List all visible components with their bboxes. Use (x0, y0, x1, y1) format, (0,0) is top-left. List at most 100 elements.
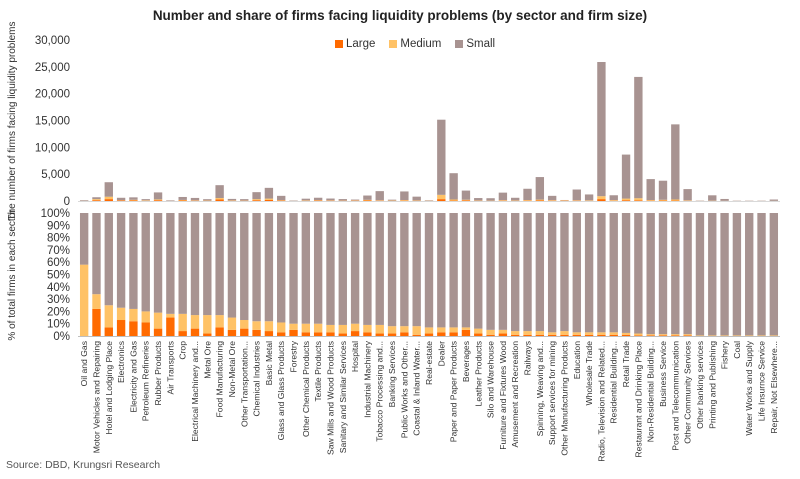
share-bar-medium (264, 321, 274, 332)
count-bar-small (634, 76, 643, 199)
x-tick-label: Post and Telecommunication (670, 341, 680, 451)
x-tick-label: Motor Vehicles and Repairing (91, 341, 101, 453)
legend-label-medium: Medium (400, 38, 442, 50)
count-bar-small (769, 199, 779, 201)
share-bar-small (338, 213, 347, 325)
share-bar-large (350, 331, 360, 336)
share-bar-small (277, 213, 286, 323)
share-bar-small (227, 213, 237, 318)
x-tick-label: Fishery (720, 340, 730, 369)
bottom-y-tick-label: 100% (41, 208, 70, 220)
top-y-axis-label: The number of firms facing liquidity pro… (7, 22, 18, 221)
x-tick-label: Metal Ore (202, 341, 212, 379)
count-bar-small (215, 185, 224, 199)
share-bar-small (313, 213, 323, 324)
count-bar-small (129, 197, 138, 200)
share-bar-medium (732, 335, 742, 336)
count-bar-medium (363, 199, 372, 201)
count-bar-small (658, 180, 668, 200)
top-y-tick-label: 30,000 (35, 35, 70, 47)
top-y-tick-label: 20,000 (35, 89, 70, 101)
share-bar-medium (572, 332, 581, 335)
share-bar-small (116, 213, 126, 308)
count-bar-large (363, 200, 372, 201)
share-bar-small (79, 213, 89, 265)
count-bar-medium (658, 199, 668, 201)
share-bar-medium (252, 321, 261, 330)
share-bar-medium (277, 322, 286, 333)
x-tick-label: Glass and Glass Products (276, 341, 286, 440)
share-bar-large (141, 322, 150, 336)
count-bar-large (92, 200, 101, 201)
share-bar-small (449, 213, 458, 328)
share-bar-small (375, 213, 384, 325)
count-bar-large (437, 199, 446, 201)
top-y-tick-label: 5,000 (41, 169, 70, 181)
x-tick-label: Other banking services (695, 341, 705, 429)
share-bar-small (129, 213, 138, 309)
share-bar-medium (363, 324, 372, 333)
share-bar-small (424, 213, 434, 328)
chart-title: Number and share of firms facing liquidi… (152, 8, 648, 23)
count-bar-large (621, 200, 631, 201)
legend-swatch-small (455, 40, 464, 48)
share-bar-large (511, 334, 520, 336)
share-bar-large (437, 332, 446, 336)
share-bar-medium (116, 307, 126, 321)
bottom-y-tick-label: 40% (47, 282, 70, 294)
x-tick-label: Retail Trade (621, 341, 631, 388)
count-bar-small (240, 199, 249, 201)
x-tick-label: Printing and Publishing (707, 341, 717, 429)
share-bar-small (498, 213, 508, 330)
share-bar-large (474, 333, 483, 336)
count-bar-large (153, 200, 163, 201)
share-bar-medium (375, 324, 384, 334)
share-bar-medium (609, 332, 618, 335)
share-bar-small (153, 213, 163, 313)
share-bar-large (190, 328, 200, 336)
share-bar-medium (708, 335, 717, 336)
count-bar-small (227, 198, 237, 201)
share-bar-medium (338, 324, 347, 334)
count-bar-large (264, 199, 274, 201)
count-bar-small (252, 192, 261, 200)
share-bar-large (227, 329, 237, 336)
share-bar-small (486, 213, 495, 330)
count-bar-small (449, 173, 458, 200)
share-bar-large (498, 333, 508, 336)
share-bar-medium (474, 328, 483, 334)
x-tick-label: Education (572, 341, 582, 379)
share-bar-medium (769, 335, 779, 336)
x-tick-label: Life Insurnce Service (757, 341, 767, 421)
count-bar-medium (461, 199, 471, 201)
share-bar-small (264, 213, 274, 322)
x-tick-label: Leather Products (473, 341, 483, 406)
share-bar-large (215, 327, 224, 336)
count-bar-large (597, 199, 606, 201)
share-bar-small (190, 213, 200, 316)
share-bar-large (289, 329, 298, 336)
share-bar-large (609, 334, 618, 336)
count-bar-small (313, 197, 323, 201)
count-bar-medium (646, 200, 655, 201)
x-tick-label: Industrial Machinery (362, 340, 372, 418)
share-bar-small (720, 213, 729, 336)
count-bar-large (252, 200, 261, 201)
share-bar-medium (745, 335, 754, 336)
count-bar-small (584, 194, 594, 201)
share-bar-medium (584, 332, 594, 335)
count-bar-small (646, 179, 655, 201)
share-bar-medium (350, 323, 360, 332)
x-tick-label: Oil and Gas (79, 341, 89, 386)
x-tick-label: Coal (732, 341, 742, 359)
count-bar-small (486, 198, 495, 201)
count-bar-medium (535, 199, 545, 201)
x-tick-label: Railways (523, 341, 533, 375)
x-tick-label: Real-estate (424, 341, 434, 385)
source-note: Source: DBD, Krungsri Research (6, 459, 161, 471)
count-bar-medium (449, 199, 458, 201)
x-tick-label: Petroleum Refineries (141, 341, 151, 421)
share-bar-large (560, 334, 569, 336)
share-bar-large (153, 328, 163, 336)
share-bar-small (178, 213, 187, 314)
